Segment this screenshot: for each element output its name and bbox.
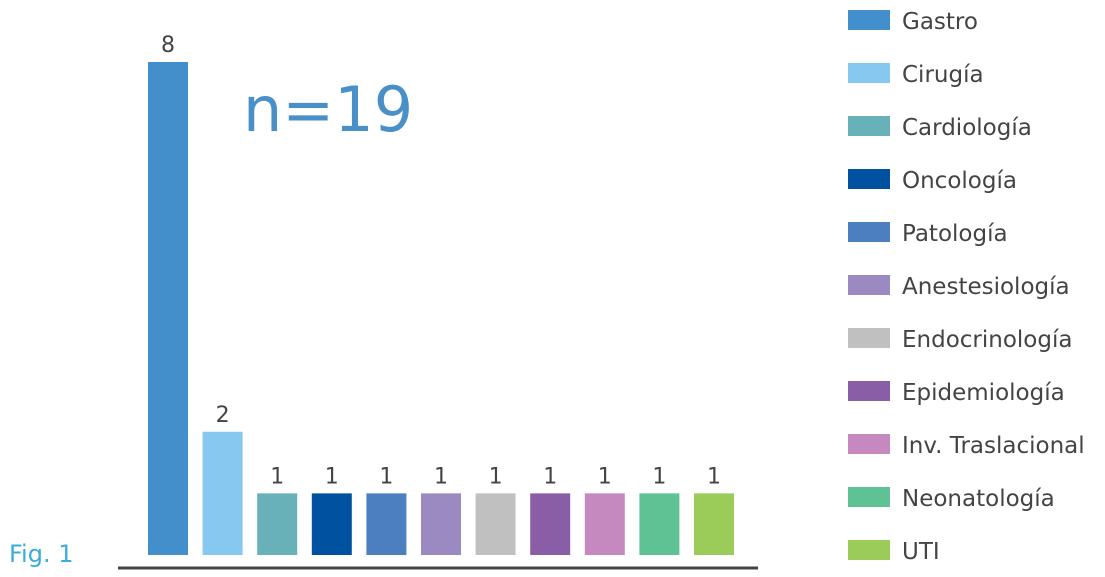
legend-swatch-10 bbox=[848, 540, 890, 560]
bar-6 bbox=[475, 493, 516, 555]
bar-value-label-4: 1 bbox=[379, 464, 393, 489]
bar-10 bbox=[694, 493, 734, 555]
legend-label-7: Epidemiología bbox=[902, 380, 1065, 406]
legend-swatch-7 bbox=[848, 381, 890, 401]
legend-swatch-1 bbox=[848, 63, 890, 83]
legend-swatch-9 bbox=[848, 487, 890, 507]
bar-value-label-10: 1 bbox=[707, 464, 721, 489]
bar-value-label-5: 1 bbox=[434, 464, 448, 489]
bar-value-label-2: 1 bbox=[270, 464, 284, 489]
legend-label-5: Anestesiología bbox=[902, 274, 1070, 300]
legend-label-6: Endocrinología bbox=[902, 327, 1072, 353]
legend-swatch-8 bbox=[848, 434, 890, 454]
legend-swatch-6 bbox=[848, 328, 890, 348]
bar-value-label-7: 1 bbox=[543, 464, 557, 489]
bar-value-label-8: 1 bbox=[598, 464, 612, 489]
bar-9 bbox=[639, 493, 680, 555]
bar-2 bbox=[257, 493, 298, 555]
bar-value-label-1: 2 bbox=[216, 403, 230, 428]
legend-swatch-5 bbox=[848, 275, 890, 295]
legend-label-4: Patología bbox=[902, 221, 1008, 247]
bar-7 bbox=[530, 493, 571, 555]
bars bbox=[148, 62, 734, 555]
bar-3 bbox=[311, 493, 352, 555]
legend-label-0: Gastro bbox=[902, 9, 978, 35]
bar-8 bbox=[584, 493, 625, 555]
bar-value-label-0: 8 bbox=[161, 33, 175, 58]
bar-value-label-6: 1 bbox=[489, 464, 503, 489]
bar-value-label-9: 1 bbox=[652, 464, 666, 489]
legend-swatch-0 bbox=[848, 10, 890, 30]
legend-swatch-2 bbox=[848, 116, 890, 136]
sample-size-annotation: n=19 bbox=[243, 73, 413, 146]
bar-0 bbox=[148, 62, 188, 555]
legend-label-9: Neonatología bbox=[902, 486, 1055, 512]
legend-label-2: Cardiología bbox=[902, 115, 1032, 141]
legend-label-10: UTI bbox=[902, 539, 940, 565]
value-labels: 8 2 1 1 1 1 1 1 1 1 1 bbox=[161, 33, 721, 489]
bar-1 bbox=[202, 431, 243, 555]
legend-swatch-4 bbox=[848, 222, 890, 242]
legend-label-8: Inv. Traslacional bbox=[902, 433, 1085, 459]
legend-swatch-3 bbox=[848, 169, 890, 189]
legend-label-3: Oncología bbox=[902, 168, 1017, 194]
bar-4 bbox=[366, 493, 407, 555]
bar-value-label-3: 1 bbox=[325, 464, 339, 489]
legend-label-1: Cirugía bbox=[902, 62, 984, 88]
bar-5 bbox=[421, 493, 461, 555]
figure-label: Fig. 1 bbox=[9, 540, 74, 568]
legend: Gastro Cirugía Cardiología Oncología Patolog… bbox=[848, 9, 1085, 565]
